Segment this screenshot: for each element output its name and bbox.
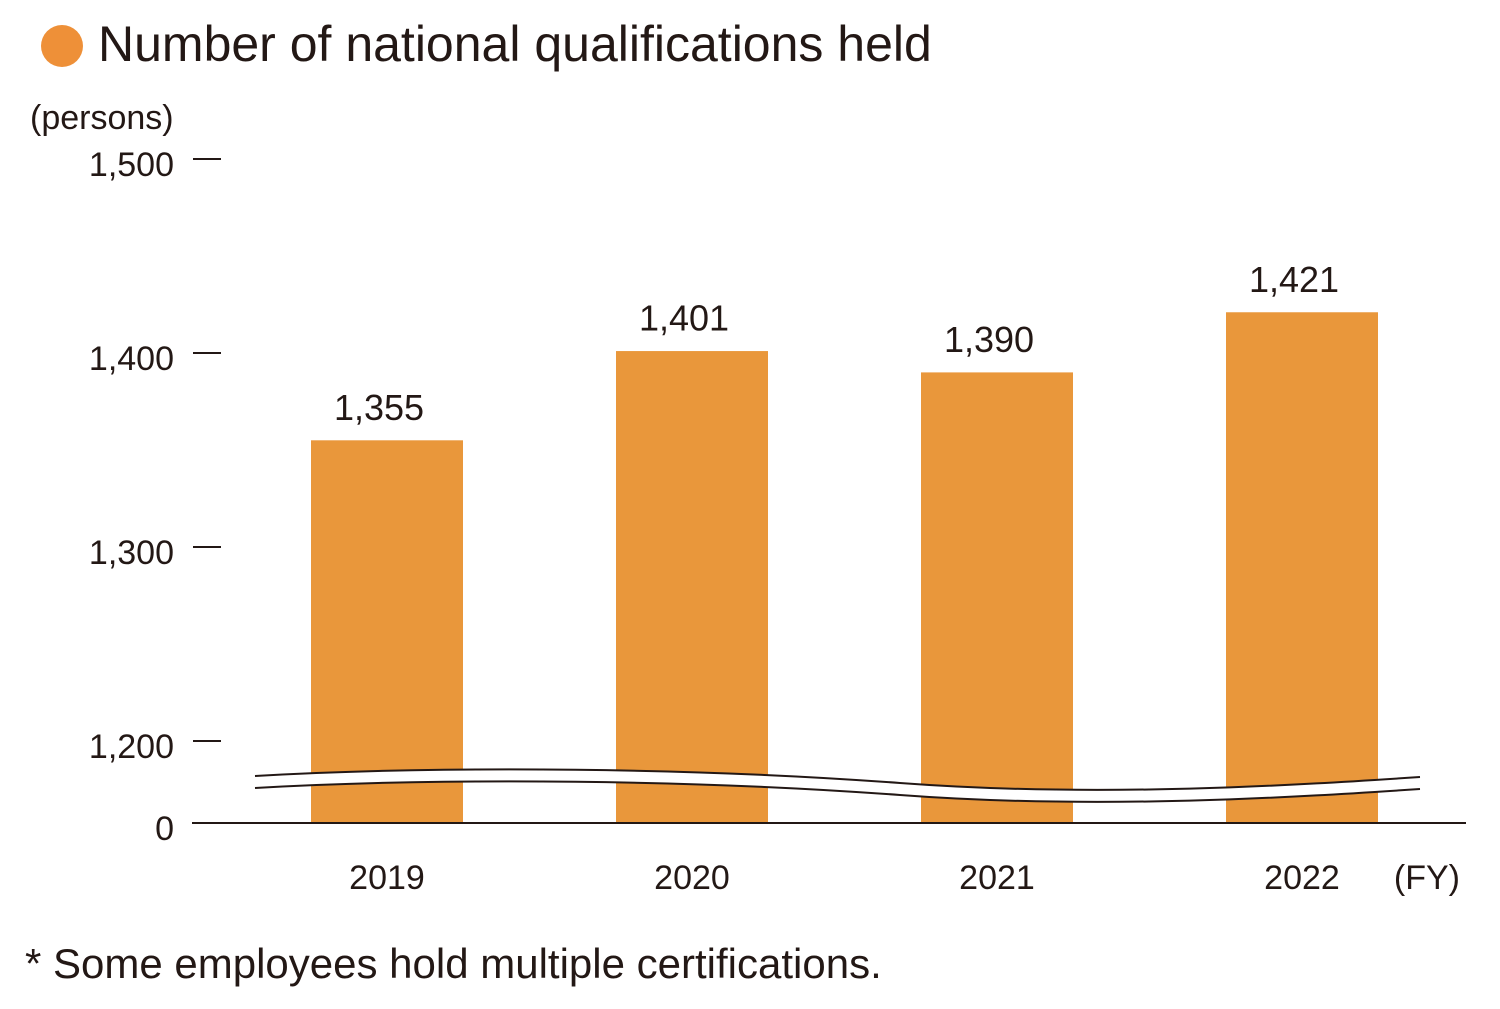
title-bullet <box>41 25 83 67</box>
axis-break-line <box>254 780 1421 803</box>
y-tick-label: 1,200 <box>89 728 174 766</box>
bar <box>311 440 463 823</box>
value-label: 1,401 <box>639 298 729 339</box>
y-axis-label: (persons) <box>30 99 174 137</box>
x-axis-label: (FY) <box>1394 859 1460 897</box>
chart-title: Number of national qualifications held <box>98 16 932 72</box>
x-tick-label: 2021 <box>959 859 1035 897</box>
y-tick-label: 1,500 <box>89 146 174 184</box>
y-tick-label: 1,400 <box>89 340 174 378</box>
x-tick-label: 2020 <box>654 859 730 897</box>
x-tick-label: 2019 <box>349 859 425 897</box>
y-tick-label: 0 <box>155 810 174 848</box>
bar <box>1226 312 1378 823</box>
y-tick-label: 1,300 <box>89 534 174 572</box>
value-label: 1,355 <box>334 387 424 428</box>
value-label: 1,421 <box>1249 259 1339 300</box>
axis-break-line <box>254 768 1421 791</box>
axis-break-fill <box>255 769 1420 802</box>
x-tick-label: 2022 <box>1264 859 1340 897</box>
footnote: * Some employees hold multiple certifica… <box>25 940 882 987</box>
bar <box>921 372 1073 823</box>
value-label: 1,390 <box>944 319 1034 360</box>
bar <box>616 351 768 823</box>
